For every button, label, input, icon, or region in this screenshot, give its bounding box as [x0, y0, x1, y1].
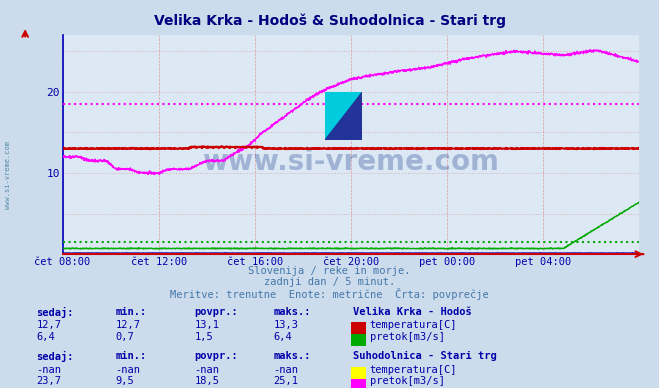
Text: -nan: -nan [36, 365, 61, 375]
Text: www.si-vreme.com: www.si-vreme.com [202, 148, 500, 176]
Text: -nan: -nan [115, 365, 140, 375]
Text: 12,7: 12,7 [36, 320, 61, 330]
Text: Suhodolnica - Stari trg: Suhodolnica - Stari trg [353, 351, 496, 361]
Text: Velika Krka - Hodoš & Suhodolnica - Stari trg: Velika Krka - Hodoš & Suhodolnica - Star… [154, 14, 505, 28]
Text: temperatura[C]: temperatura[C] [370, 320, 457, 330]
Polygon shape [325, 92, 362, 140]
Text: povpr.:: povpr.: [194, 307, 238, 317]
Text: zadnji dan / 5 minut.: zadnji dan / 5 minut. [264, 277, 395, 287]
Text: 13,1: 13,1 [194, 320, 219, 330]
Text: 6,4: 6,4 [273, 332, 292, 342]
Text: maks.:: maks.: [273, 351, 311, 361]
Text: 0,7: 0,7 [115, 332, 134, 342]
Polygon shape [325, 92, 362, 140]
Text: -nan: -nan [194, 365, 219, 375]
Text: 9,5: 9,5 [115, 376, 134, 386]
Text: 12,7: 12,7 [115, 320, 140, 330]
Text: Velika Krka - Hodoš: Velika Krka - Hodoš [353, 307, 471, 317]
Text: maks.:: maks.: [273, 307, 311, 317]
Text: sedaj:: sedaj: [36, 351, 74, 362]
Text: temperatura[C]: temperatura[C] [370, 365, 457, 375]
Text: Slovenija / reke in morje.: Slovenija / reke in morje. [248, 266, 411, 276]
Text: 1,5: 1,5 [194, 332, 213, 342]
Text: Meritve: trenutne  Enote: metrične  Črta: povprečje: Meritve: trenutne Enote: metrične Črta: … [170, 288, 489, 300]
Text: povpr.:: povpr.: [194, 351, 238, 361]
Text: min.:: min.: [115, 307, 146, 317]
Text: -nan: -nan [273, 365, 299, 375]
Text: 13,3: 13,3 [273, 320, 299, 330]
Text: sedaj:: sedaj: [36, 307, 74, 317]
Text: 6,4: 6,4 [36, 332, 55, 342]
Text: min.:: min.: [115, 351, 146, 361]
Text: 23,7: 23,7 [36, 376, 61, 386]
Text: pretok[m3/s]: pretok[m3/s] [370, 332, 445, 342]
Text: pretok[m3/s]: pretok[m3/s] [370, 376, 445, 386]
Text: www.si-vreme.com: www.si-vreme.com [5, 140, 11, 209]
Text: 18,5: 18,5 [194, 376, 219, 386]
Text: 25,1: 25,1 [273, 376, 299, 386]
